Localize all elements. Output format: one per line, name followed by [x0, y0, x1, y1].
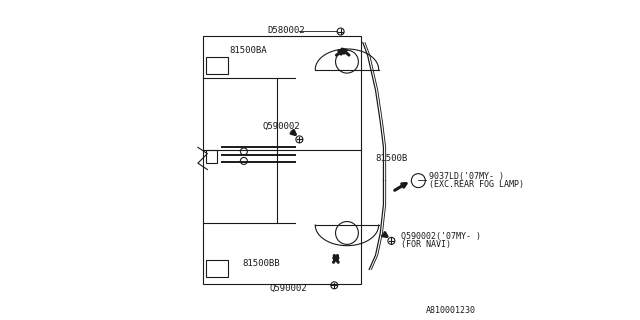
Bar [206, 150, 217, 163]
Text: 81500BB: 81500BB [243, 259, 280, 268]
Text: Q590002: Q590002 [263, 122, 301, 131]
Bar [206, 260, 228, 277]
Text: Q590002('07MY- ): Q590002('07MY- ) [401, 232, 481, 241]
Circle shape [412, 174, 426, 188]
Text: (EXC.REAR FOG LAMP): (EXC.REAR FOG LAMP) [429, 180, 524, 188]
Bar [206, 57, 228, 74]
Text: 9037LD('07MY- ): 9037LD('07MY- ) [429, 172, 504, 181]
Text: Q590002: Q590002 [269, 284, 307, 293]
Text: (FOR NAVI): (FOR NAVI) [401, 240, 451, 249]
Text: 81500BA: 81500BA [230, 46, 268, 55]
Text: 81500B: 81500B [376, 154, 408, 163]
Text: A810001230: A810001230 [426, 307, 476, 316]
Text: D580002: D580002 [268, 26, 305, 35]
